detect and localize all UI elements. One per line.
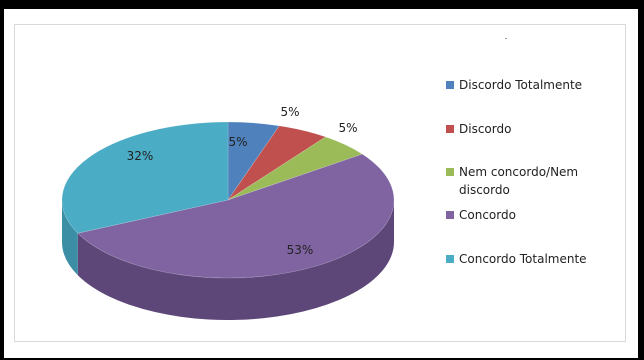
legend-swatch <box>446 255 454 263</box>
legend-item-concordo: Concordo <box>446 206 629 224</box>
pie-slice-concordo <box>77 153 395 279</box>
legend-swatch <box>446 168 454 176</box>
legend-label: Concordo Totalmente <box>459 252 587 266</box>
legend-item-concordo-totalmente: Concordo Totalmente <box>446 250 629 268</box>
pie-slice-discordo-totalmente <box>227 121 280 201</box>
legend-item-discordo-totalmente: Discordo Totalmente <box>446 76 629 94</box>
legend-label: Discordo Totalmente <box>459 78 583 92</box>
pie-slice-nem-concordo-nem-discordo <box>227 136 363 201</box>
stray-mark <box>505 38 507 39</box>
legend-item-nem-concordo: Nem concordo/Nem discordo <box>446 163 579 199</box>
pie-side-walls <box>62 200 394 320</box>
legend-label: Discordo <box>459 122 512 136</box>
pie-side-3 <box>77 200 394 320</box>
pie-side-4 <box>62 200 78 276</box>
legend-label: Nem concordo/Nem discordo <box>459 165 579 197</box>
data-label-0: 5% <box>228 135 247 149</box>
pie-slice-discordo <box>227 125 327 201</box>
legend-swatch <box>446 81 454 89</box>
pie-slice-concordo-totalmente <box>61 121 229 234</box>
legend-item-discordo: Discordo <box>446 120 629 138</box>
data-label-2: 5% <box>338 121 357 135</box>
pie-top <box>61 121 395 279</box>
legend-label: Concordo <box>459 208 516 222</box>
legend-swatch <box>446 211 454 219</box>
legend-swatch <box>446 125 454 133</box>
data-label-1: 5% <box>280 105 299 119</box>
data-label-3: 53% <box>287 243 314 257</box>
data-label-4: 32% <box>127 149 154 163</box>
